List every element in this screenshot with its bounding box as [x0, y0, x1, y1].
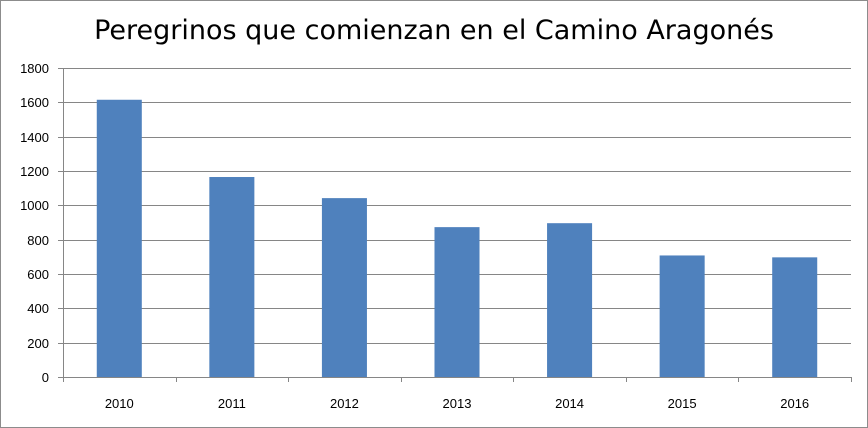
bar-2016 — [772, 257, 818, 377]
x-tick-label: 2010 — [105, 396, 134, 411]
x-tick-label: 2015 — [668, 396, 697, 411]
x-tick-label: 2011 — [218, 396, 246, 411]
y-tick-label: 1000 — [20, 198, 49, 213]
axes — [58, 68, 852, 382]
bar-2012 — [321, 198, 367, 377]
x-tick-labels: 2010 2011 2012 2013 2014 2015 2016 — [105, 396, 809, 411]
y-tick-labels: 0 200 400 600 800 1000 1200 1400 1600 1800 — [20, 61, 49, 385]
chart-title: Peregrinos que comienzan en el Camino Ar… — [94, 15, 774, 46]
y-tick-label: 200 — [27, 336, 49, 351]
x-tick-label: 2014 — [555, 396, 584, 411]
bar-2015 — [659, 255, 705, 377]
y-tick-label: 1200 — [20, 164, 49, 179]
x-tick-label: 2013 — [443, 396, 472, 411]
bar-2013 — [434, 227, 480, 377]
x-tick-label: 2016 — [780, 396, 809, 411]
bar-2010 — [96, 99, 142, 377]
y-tick-label: 0 — [42, 370, 49, 385]
y-tick-label: 1400 — [20, 130, 49, 145]
y-tick-label: 800 — [27, 233, 49, 248]
bar-2014 — [547, 223, 593, 377]
bars — [96, 99, 818, 377]
y-tick-label: 600 — [27, 267, 49, 282]
y-tick-label: 1600 — [20, 95, 49, 110]
y-tick-label: 1800 — [20, 61, 49, 76]
bar-2011 — [209, 177, 255, 377]
x-tick-label: 2012 — [330, 396, 359, 411]
y-tick-label: 400 — [27, 301, 49, 316]
